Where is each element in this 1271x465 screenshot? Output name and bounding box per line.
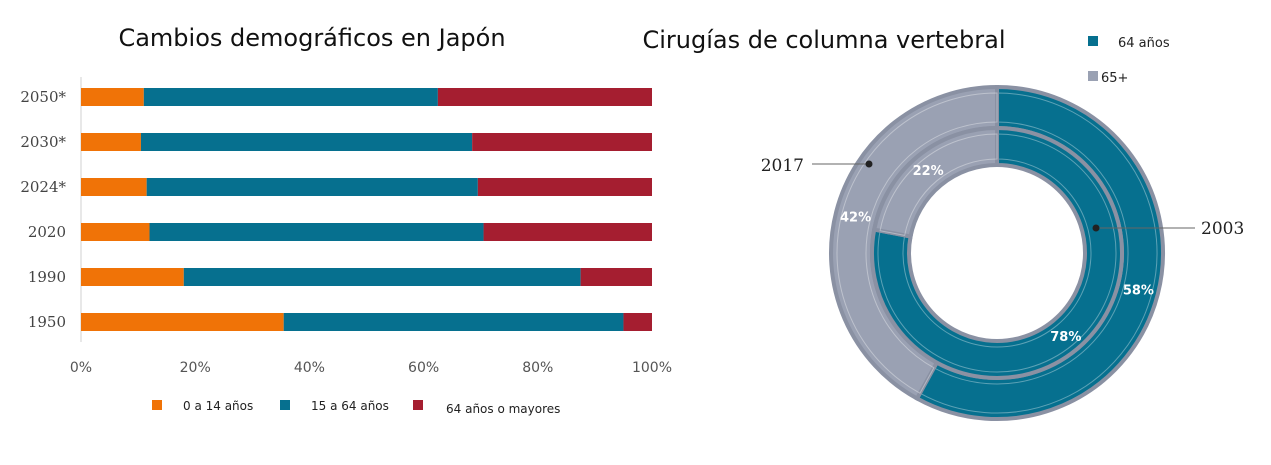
legend-label: 64 años (1118, 36, 1170, 51)
x-tick-labels: 0% 20% 40% 60% 80% 100% (70, 360, 672, 376)
category-label: 2020 (28, 223, 66, 241)
legend-label: 15 a 64 años (311, 399, 389, 413)
bar-segment (81, 178, 147, 196)
legend-label: 65+ (1101, 71, 1128, 86)
category-label: 2024* (20, 178, 66, 196)
x-tick-label: 20% (180, 360, 211, 376)
x-tick-label: 80% (522, 360, 553, 376)
x-tick-label: 60% (408, 360, 439, 376)
donut-slice-inner-line (877, 133, 1117, 373)
bar-segment (149, 223, 484, 241)
bars (81, 88, 652, 331)
donut-slice-inner-line (919, 92, 1158, 414)
bar-segment (472, 133, 652, 151)
callout-label-outer: 2017 (761, 156, 804, 176)
legend-swatch (152, 400, 162, 410)
bar-segment (437, 88, 652, 106)
bar-chart-legend: 0 a 14 años 15 a 64 años 64 años o mayores (152, 399, 560, 416)
legend-swatch (1088, 71, 1098, 81)
donut-slice-inner-line (836, 92, 998, 394)
bar-segment (580, 268, 652, 286)
x-tick-label: 100% (632, 360, 672, 376)
percent-label: 78% (1050, 330, 1081, 345)
bar-segment (81, 313, 284, 331)
bar-segment (143, 88, 438, 106)
donut-slice (871, 125, 999, 239)
bar-segment (81, 268, 184, 286)
legend-swatch (413, 400, 423, 410)
bar-segment (283, 313, 624, 331)
bar-segment (140, 133, 473, 151)
percent-label: 58% (1123, 283, 1154, 298)
bar-segment (81, 223, 150, 241)
donut-chart-title: Cirugías de columna vertebral (642, 26, 1005, 54)
donut-rings (829, 84, 1165, 421)
category-label: 2050* (20, 88, 66, 106)
bar-chart-title: Cambios demográficos en Japón (118, 24, 505, 52)
percent-label: 22% (913, 164, 944, 179)
donut-slice (870, 125, 1124, 380)
category-label: 1950 (28, 313, 66, 331)
ring-callouts: 2017 2003 (761, 156, 1245, 239)
bar-segment (146, 178, 478, 196)
bar-segment (81, 88, 144, 106)
percent-label: 42% (840, 211, 871, 226)
x-tick-label: 0% (70, 360, 92, 376)
bar-segment (477, 178, 652, 196)
x-tick-label: 40% (294, 360, 325, 376)
category-label: 1990 (28, 268, 66, 286)
callout-dot (865, 160, 873, 168)
category-labels: 2050* 2030* 2024* 2020 1990 1950 (20, 88, 66, 331)
bar-segment (81, 133, 141, 151)
legend-label: 64 años o mayores (446, 402, 560, 416)
category-label: 2030* (20, 133, 66, 151)
callout-dot (1092, 224, 1100, 232)
callout-label-inner: 2003 (1201, 219, 1244, 239)
donut-chart-legend: 64 años 65+ (1088, 36, 1170, 86)
donut-chart: Cirugías de columna vertebral 58% 42% 78% 2… (642, 26, 1245, 421)
legend-swatch (1088, 36, 1098, 46)
legend-label: 0 a 14 años (183, 399, 253, 413)
donut-slice-inner-line (879, 133, 998, 236)
donut-percent-labels: 58% 42% 78% 22% (840, 164, 1154, 345)
bar-segment (483, 223, 652, 241)
bar-chart: Cambios demográficos en Japón 2050* 2030*… (20, 24, 672, 416)
bar-segment (183, 268, 581, 286)
bar-segment (623, 313, 652, 331)
legend-swatch (280, 400, 290, 410)
